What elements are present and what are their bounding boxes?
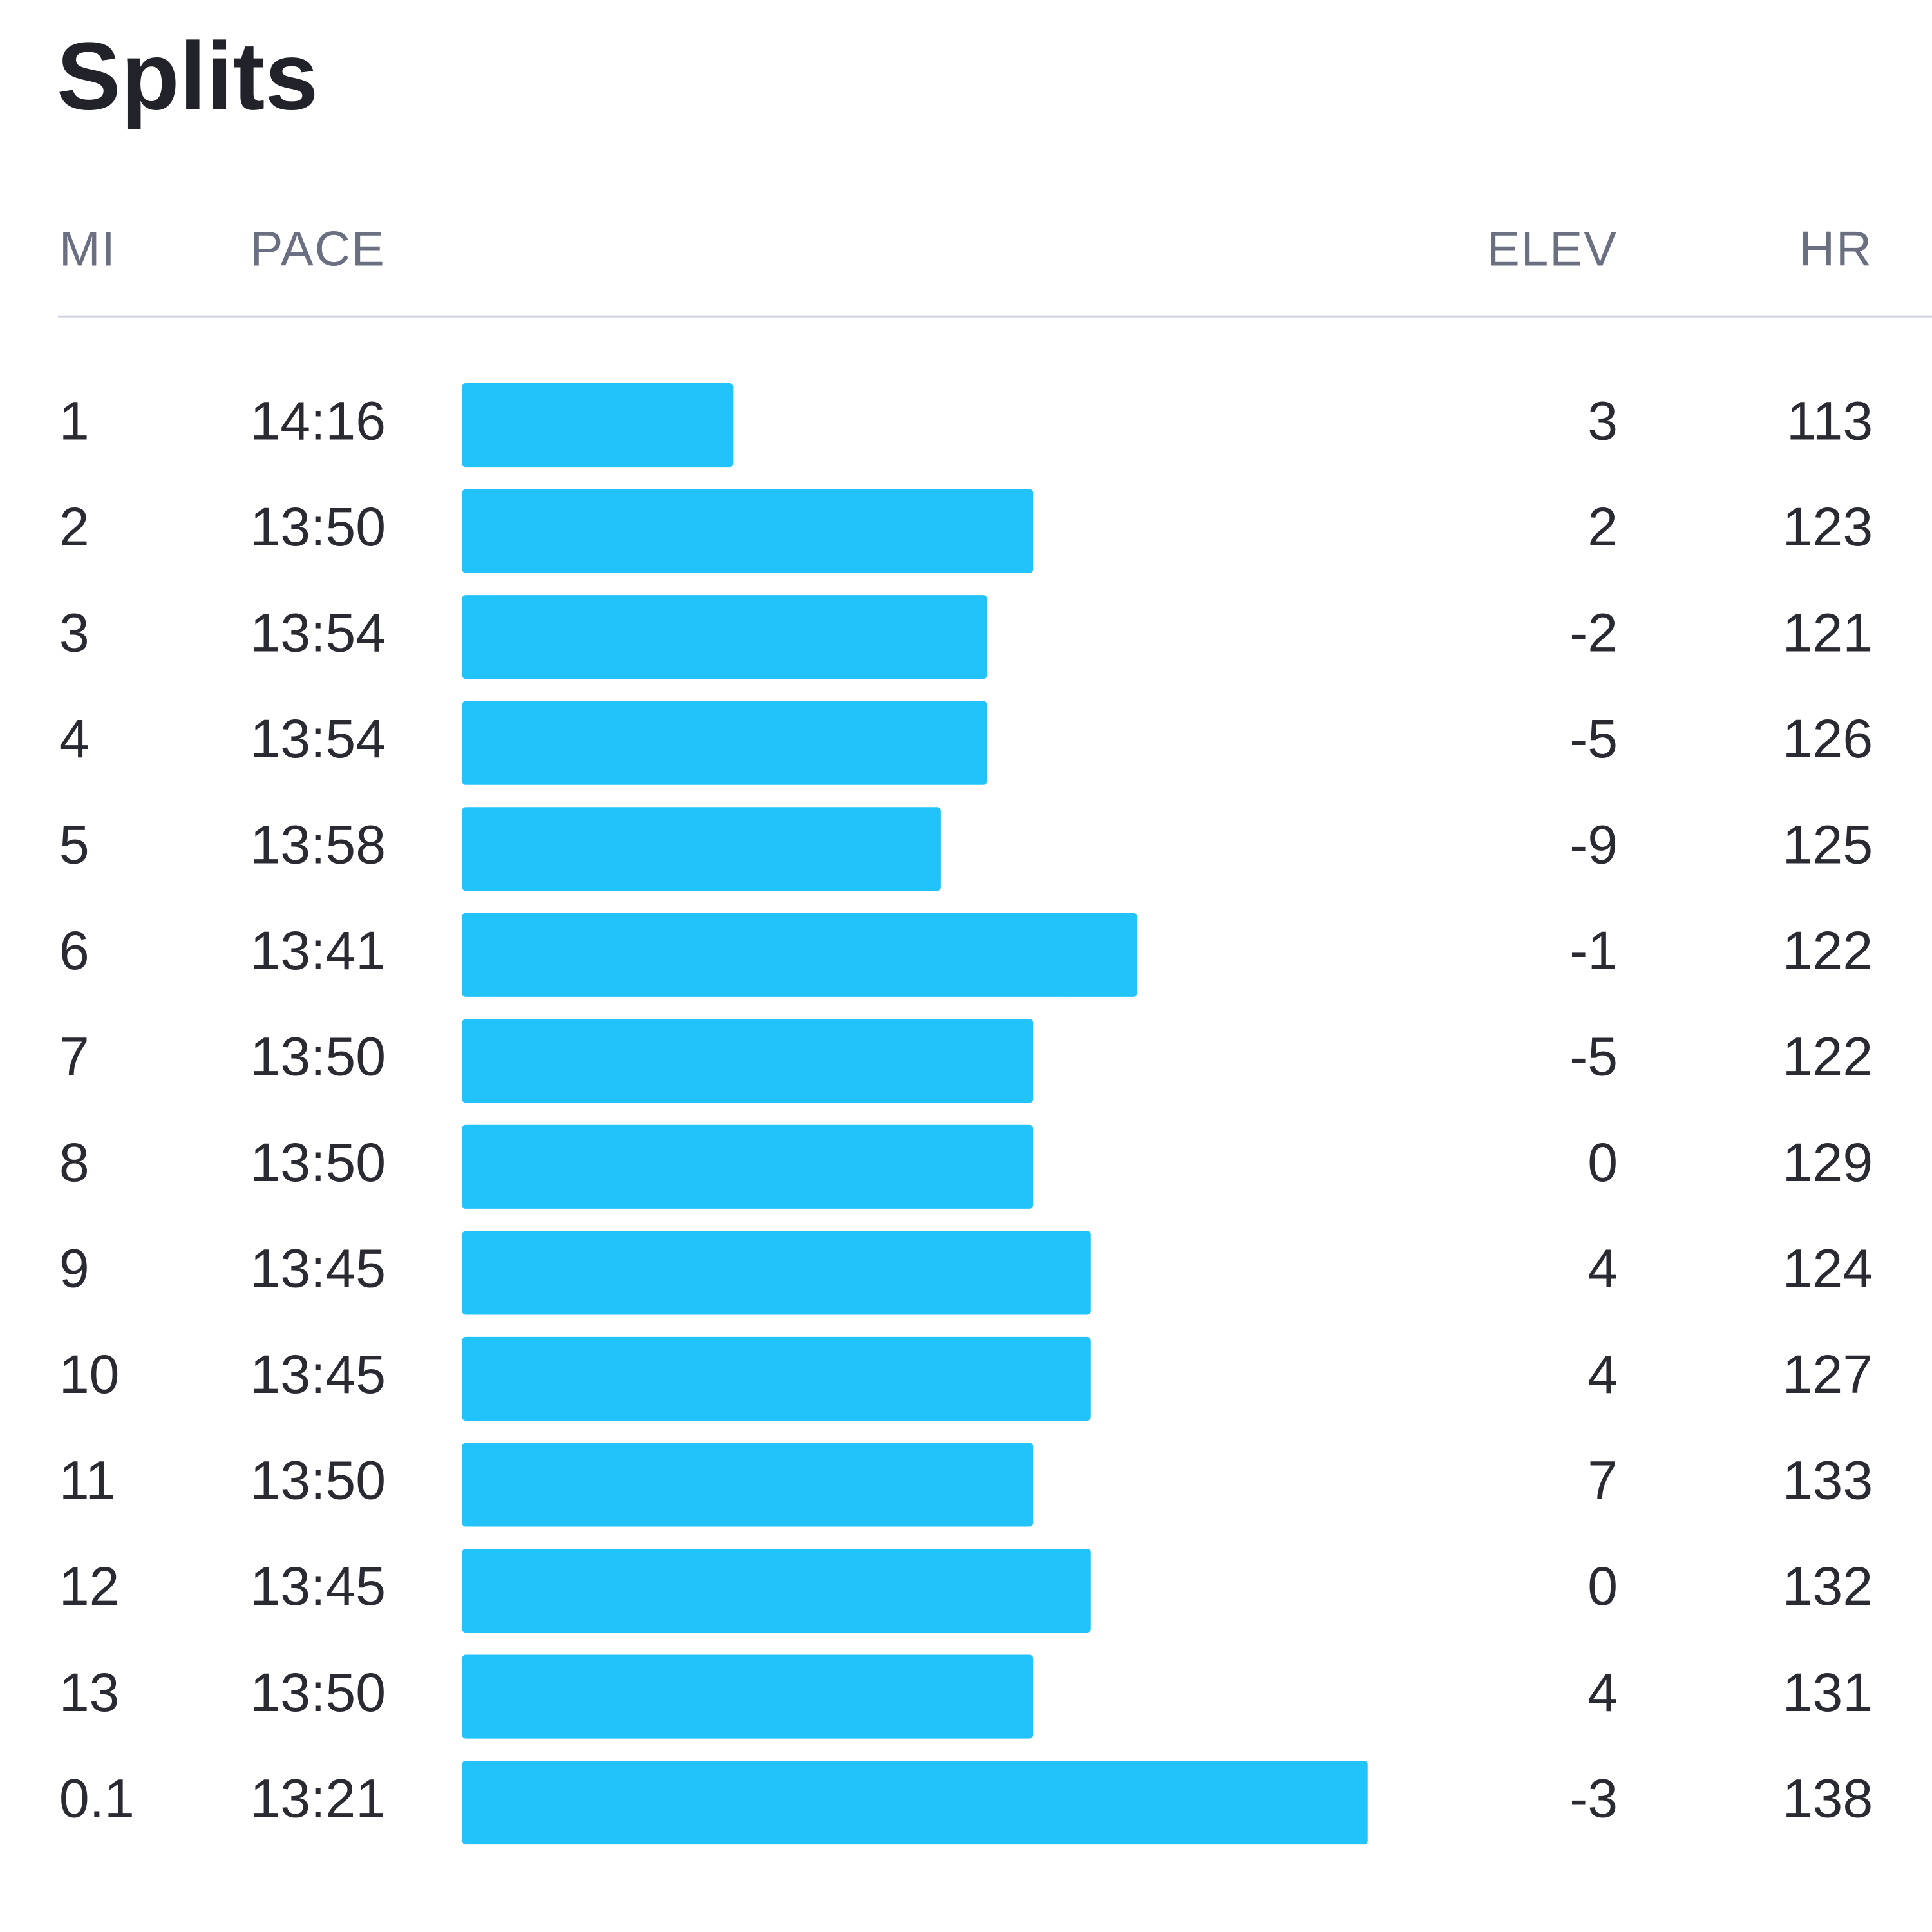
mile-cell: 12	[59, 1556, 120, 1616]
pace-bar	[462, 489, 1034, 573]
pace-bar	[462, 701, 987, 785]
elev-cell: 0	[1587, 1132, 1618, 1193]
hr-cell: 125	[1783, 814, 1873, 875]
pace-bar	[462, 1019, 1034, 1103]
column-header: ELEV	[1487, 222, 1618, 276]
mile-cell: 6	[59, 920, 90, 981]
mile-cell: 8	[59, 1132, 90, 1193]
elev-cell: 0	[1587, 1556, 1618, 1616]
column-header: HR	[1799, 222, 1873, 276]
pace-cell: 13:45	[250, 1238, 386, 1299]
hr-cell: 133	[1783, 1450, 1873, 1511]
pace-bar	[462, 913, 1137, 997]
elev-cell: -5	[1569, 1027, 1618, 1087]
mile-cell: 3	[59, 602, 90, 663]
pace-cell: 13:54	[250, 708, 386, 769]
mile-cell: 11	[59, 1450, 115, 1511]
mile-cell: 1	[59, 390, 90, 451]
mile-cell: 5	[59, 814, 90, 875]
mile-cell: 0.1	[59, 1768, 135, 1828]
elev-cell: 4	[1587, 1344, 1618, 1405]
hr-cell: 121	[1783, 602, 1873, 663]
elev-cell: 3	[1587, 390, 1618, 451]
hr-cell: 129	[1783, 1132, 1873, 1193]
mile-cell: 2	[59, 497, 90, 557]
hr-cell: 126	[1783, 708, 1873, 769]
column-header: PACE	[250, 222, 385, 276]
hr-cell: 127	[1783, 1344, 1873, 1405]
pace-cell: 13:54	[250, 602, 386, 663]
pace-bar	[462, 1548, 1091, 1633]
pace-cell: 14:16	[250, 390, 386, 451]
hr-cell: 124	[1783, 1238, 1873, 1299]
pace-cell: 13:21	[250, 1768, 386, 1828]
elev-cell: 4	[1587, 1238, 1618, 1299]
mile-cell: 13	[59, 1662, 120, 1723]
mile-cell: 9	[59, 1238, 90, 1299]
hr-cell: 131	[1783, 1662, 1873, 1723]
hr-cell: 138	[1783, 1768, 1873, 1828]
title: Splits	[57, 23, 318, 130]
mile-cell: 7	[59, 1027, 90, 1087]
hr-cell: 122	[1783, 1027, 1873, 1087]
hr-cell: 113	[1786, 390, 1873, 451]
pace-bar	[462, 1761, 1368, 1845]
elev-cell: -1	[1569, 920, 1618, 981]
elev-cell: -2	[1569, 602, 1618, 663]
pace-bar	[462, 807, 941, 891]
pace-bar	[462, 1231, 1091, 1315]
elev-cell: 4	[1587, 1662, 1618, 1723]
pace-bar	[462, 383, 734, 468]
mile-cell: 10	[59, 1344, 120, 1405]
mile-cell: 4	[59, 708, 90, 769]
pace-cell: 13:58	[250, 814, 386, 875]
pace-cell: 13:50	[250, 1132, 386, 1193]
pace-bar	[462, 1336, 1091, 1421]
pace-cell: 13:50	[250, 1450, 386, 1511]
pace-bar	[462, 1443, 1034, 1527]
elev-cell: 2	[1587, 497, 1618, 557]
elev-cell: -3	[1569, 1768, 1618, 1828]
pace-cell: 13:50	[250, 497, 386, 557]
hr-cell: 123	[1783, 497, 1873, 557]
pace-bar	[462, 1124, 1034, 1209]
hr-cell: 122	[1783, 920, 1873, 981]
elev-cell: -5	[1569, 708, 1618, 769]
pace-cell: 13:45	[250, 1344, 386, 1405]
column-header: MI	[59, 222, 117, 276]
hr-cell: 132	[1783, 1556, 1873, 1616]
elev-cell: -9	[1569, 814, 1618, 875]
elev-cell: 7	[1587, 1450, 1618, 1511]
pace-bar	[462, 595, 987, 679]
pace-cell: 13:50	[250, 1027, 386, 1087]
pace-cell: 13:50	[250, 1662, 386, 1723]
pace-cell: 13:41	[250, 920, 386, 981]
pace-cell: 13:45	[250, 1556, 386, 1616]
pace-bar	[462, 1654, 1034, 1739]
